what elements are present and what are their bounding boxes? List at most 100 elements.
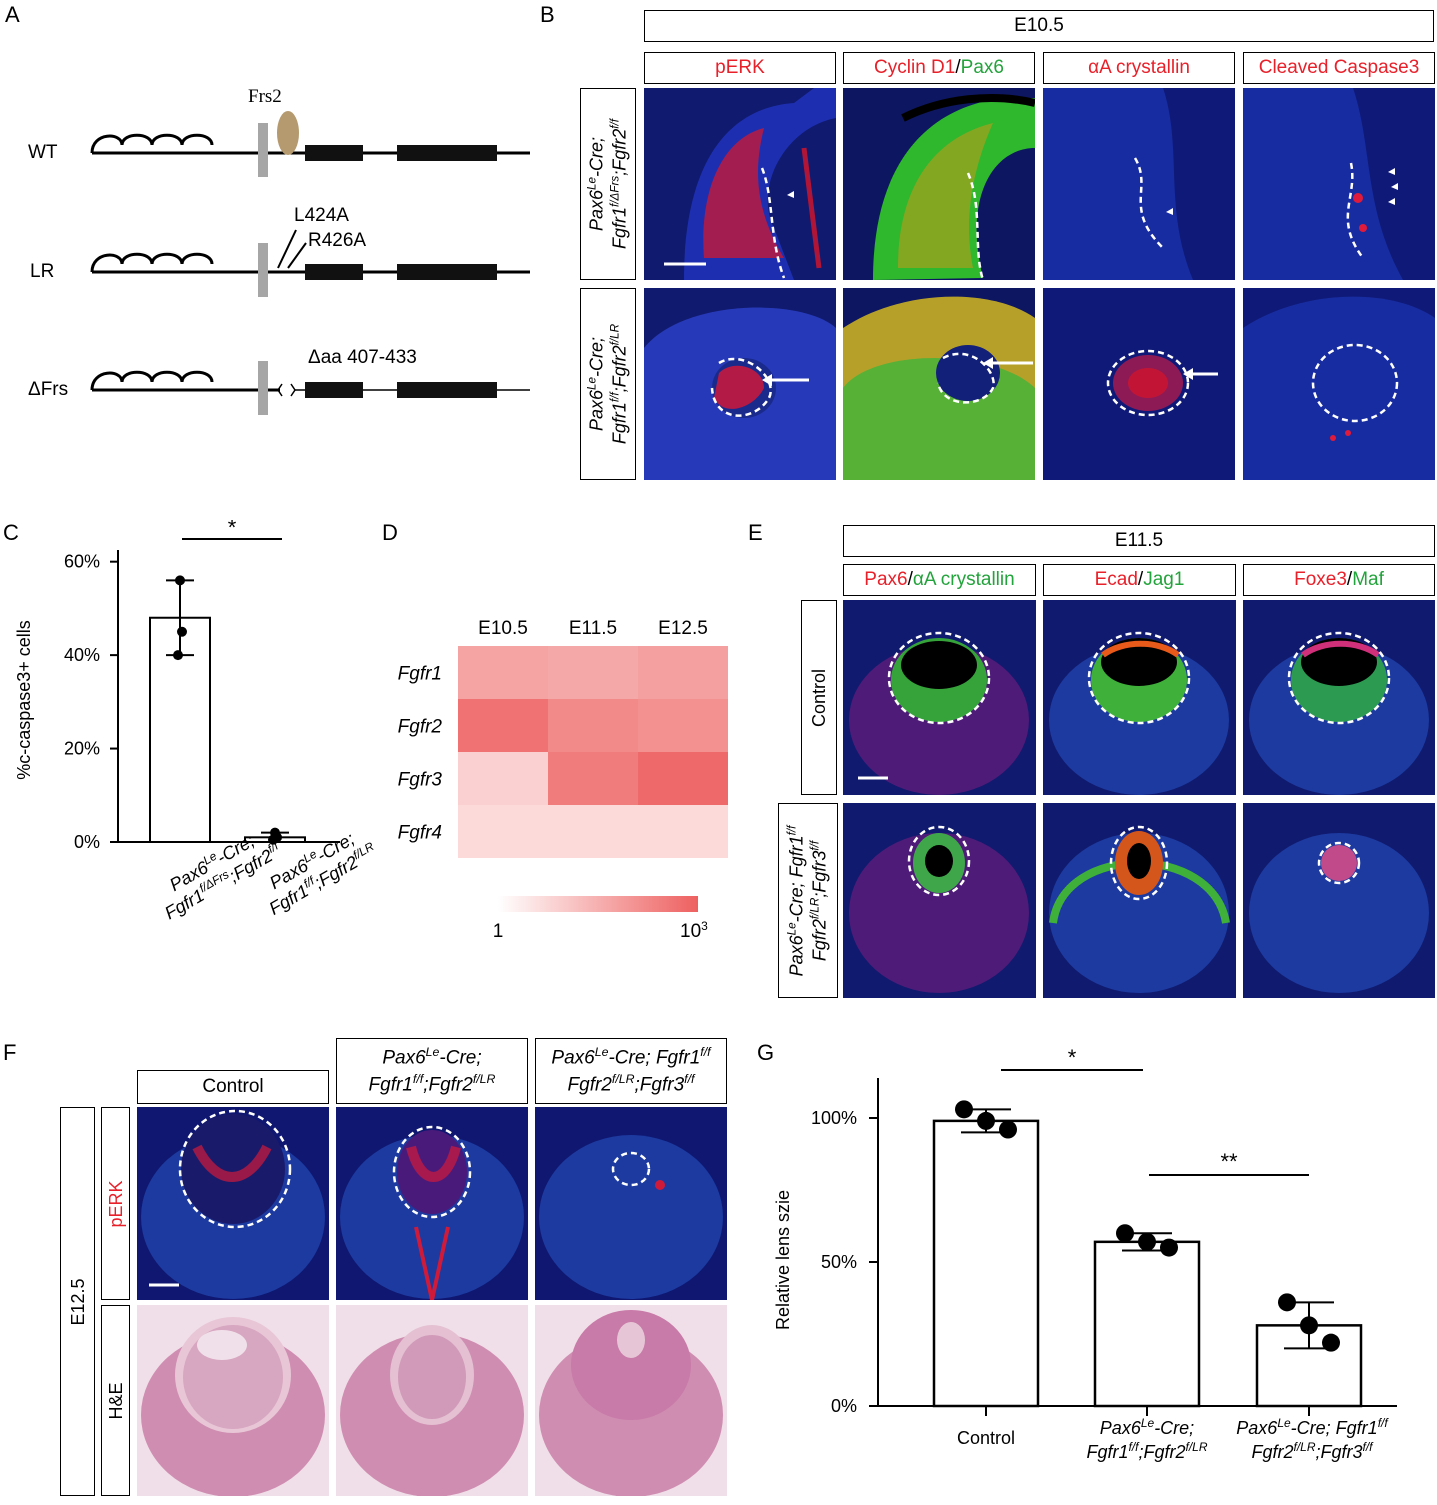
data-point [955, 1100, 973, 1119]
panel-b-col-crystallin: αA crystallin [1043, 52, 1235, 84]
x-label-control: Control [957, 1428, 1015, 1448]
heatmap-row-label: Fgfr3 [398, 770, 443, 791]
lens-size-bar-chart: 100%50%0%Relative lens szie***Control Pax… [773, 1045, 1397, 1462]
significance-label-2: ** [1220, 1149, 1238, 1174]
panel-label-c: C [3, 520, 19, 545]
lr-label: LR [30, 261, 55, 282]
micrograph-f-he-mutant2 [535, 1305, 727, 1496]
panel-a-schematic: Frs2 WT LR ΔFrs L424A R426A Δaa 407-433 [0, 0, 540, 480]
heatmap-cell [638, 646, 728, 699]
panel-label-e: E [748, 520, 763, 545]
panel-f-stage: E12.5 [60, 1107, 95, 1496]
y-tick-label: 40% [64, 645, 100, 665]
heatmap-row-label: Fgfr2 [398, 717, 443, 738]
significance-label-1: * [1068, 1045, 1077, 1070]
heatmap-cell [548, 646, 638, 699]
heatmap-row-label: Fgfr1 [398, 664, 442, 685]
caspase-bar-chart: 60%40%20%0%%c-caspase3+ cells*Pax6Le-Cre… [14, 515, 377, 923]
data-point [268, 834, 278, 845]
micrograph-e-mutant-1 [843, 803, 1036, 998]
panel-f-row-he: H&E [101, 1305, 130, 1496]
bar [932, 1119, 1040, 1408]
data-point [175, 575, 185, 586]
heatmap-col-label: E10.5 [478, 618, 528, 639]
panel-e-row-mutant: Pax6Le-Cre; Fgfr1f/f Fgfr2f/LR;Fgfr3f/f [778, 803, 838, 998]
panel-label-f: F [3, 1040, 17, 1065]
deletion-label: Δaa 407-433 [308, 347, 417, 368]
panel-e-col1: Pax6/αA crystallin [843, 564, 1036, 596]
heatmap-cell [458, 805, 548, 858]
micrograph-f-he-mutant1 [336, 1305, 528, 1496]
data-point [1322, 1333, 1340, 1352]
micrograph-b-caspase-row1 [1243, 88, 1435, 280]
micrograph-e-control-1 [843, 600, 1036, 795]
panel-f-col-mutant2: Pax6Le-Cre; Fgfr1f/f Fgfr2f/LR;Fgfr3f/f [535, 1038, 727, 1104]
panel-f-col-control: Control [137, 1070, 329, 1104]
significance-label: * [228, 520, 237, 540]
dfrs-label: ΔFrs [28, 379, 69, 400]
panel-g-chart: 100% 50% 0% Relative lens szie * ** Control Pax… [757, 1045, 1437, 1500]
heatmap-cell [458, 699, 548, 752]
l424a-label: L424A [294, 205, 349, 226]
x-label-mutant2: Pax6Le-Cre; Fgfr1f/f Fgfr2f/LR;Fgfr3f/f [1236, 1416, 1389, 1462]
wt-label: WT [28, 142, 58, 163]
micrograph-e-mutant-3 [1243, 803, 1435, 998]
panel-b-stage: E10.5 [644, 10, 1434, 42]
data-point [177, 626, 187, 637]
legend-max: 103 [680, 919, 708, 942]
heatmap-cell [638, 805, 728, 858]
micrograph-b-perk-row1 [644, 88, 836, 280]
panel-b-col-cyclin: Cyclin D1/Pax6 [843, 52, 1035, 84]
panel-label-g: G [757, 1040, 775, 1065]
bar [1093, 1240, 1201, 1408]
y-tick-label: 100% [811, 1108, 857, 1128]
panel-e-col2: Ecad / Jag1 [1043, 564, 1236, 596]
data-point [1278, 1293, 1296, 1312]
micrograph-b-crystallin-row2 [1043, 288, 1235, 480]
panel-b-row1-label: Pax6Le-Cre; Fgfr1f/ΔFrs;Fgfr2f/f [580, 88, 636, 280]
data-point [977, 1111, 995, 1130]
r426a-label: R426A [308, 230, 367, 251]
y-tick-label: 50% [821, 1252, 857, 1272]
y-axis-title: %c-caspase3+ cells [14, 620, 34, 780]
legend-min: 1 [493, 921, 504, 942]
panel-e-row-control: Control [801, 600, 837, 795]
legend-gradient [498, 896, 698, 912]
panel-f-col-mutant1: Pax6Le-Cre; Fgfr1f/f;Fgfr2f/LR [336, 1038, 528, 1104]
panel-c-chart: 60% 40% 20% 0% %c-caspase3+ cells * Pax6Le-Cre… [0, 515, 380, 990]
data-point [1160, 1238, 1178, 1257]
panel-d-heatmap: E10.5 E11.5 E12.5 Fgfr1 Fgfr2 Fgfr3 Fgfr4 1 103 [380, 600, 740, 960]
panel-label-b: B [540, 2, 555, 27]
heatmap-row-label: Fgfr4 [398, 823, 442, 844]
heatmap-cell [638, 752, 728, 805]
heatmap-cell [548, 699, 638, 752]
frs2-label: Frs2 [248, 86, 282, 107]
micrograph-b-cyclin-row1 [843, 88, 1035, 280]
y-tick-label: 60% [64, 552, 100, 572]
data-point [1138, 1232, 1156, 1251]
data-point [173, 650, 183, 661]
heatmap-col-label: E12.5 [658, 618, 708, 639]
y-axis-title: Relative lens szie [773, 1190, 793, 1330]
x-label-mutant1: Pax6Le-Cre; Fgfr1f/f;Fgfr2f/LR [1086, 1416, 1207, 1462]
fgfr-heatmap: E10.5 E11.5 E12.5 Fgfr1 Fgfr2 Fgfr3 Fgfr4 1 103 [398, 618, 728, 942]
micrograph-f-perk-mutant1 [336, 1107, 528, 1300]
micrograph-e-control-2 [1043, 600, 1236, 795]
panel-e-stage: E11.5 [843, 525, 1435, 557]
y-tick-label: 0% [74, 832, 100, 852]
micrograph-b-caspase-row2 [1243, 288, 1435, 480]
heatmap-col-label: E11.5 [569, 618, 617, 639]
micrograph-b-cyclin-row2 [843, 288, 1035, 480]
panel-b-col-caspase: Cleaved Caspase3 [1243, 52, 1435, 84]
panel-e-col3: Foxe3/Maf [1243, 564, 1435, 596]
micrograph-f-he-control [137, 1305, 329, 1496]
micrograph-b-perk-row2 [644, 288, 836, 480]
heatmap-cell [638, 699, 728, 752]
heatmap-cell [458, 752, 548, 805]
data-point [999, 1120, 1017, 1139]
heatmap-cell [548, 752, 638, 805]
panel-label-d: D [382, 520, 398, 545]
receptor-schematic [90, 111, 530, 415]
y-tick-label: 20% [64, 739, 100, 759]
y-tick-label: 0% [831, 1396, 857, 1416]
